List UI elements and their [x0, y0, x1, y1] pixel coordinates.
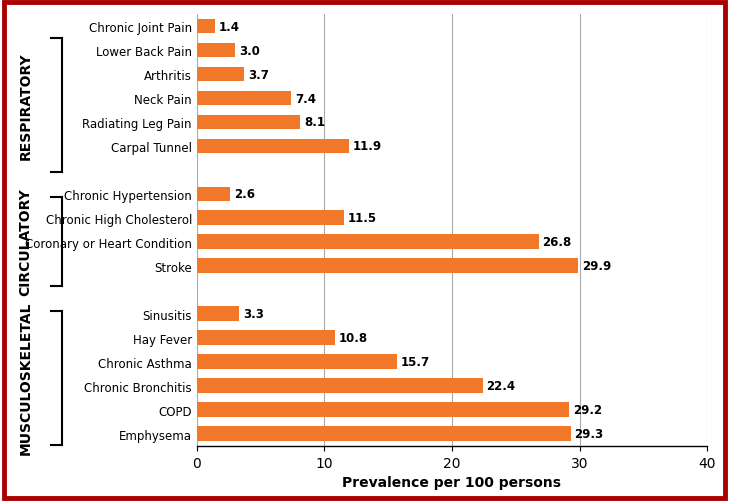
- Text: CIRCULATORY: CIRCULATORY: [18, 188, 33, 296]
- Bar: [197, 307, 239, 322]
- Bar: [197, 211, 343, 226]
- Text: MUSCULOSKELETAL: MUSCULOSKELETAL: [18, 301, 33, 454]
- Text: 15.7: 15.7: [401, 356, 430, 369]
- Bar: [197, 355, 397, 370]
- Text: 11.5: 11.5: [348, 212, 376, 225]
- Text: 3.3: 3.3: [243, 308, 264, 321]
- Text: 8.1: 8.1: [304, 116, 325, 129]
- Bar: [197, 139, 348, 154]
- Bar: [197, 403, 569, 417]
- Text: 22.4: 22.4: [486, 380, 515, 393]
- Text: 29.3: 29.3: [574, 427, 604, 440]
- Text: 11.9: 11.9: [352, 140, 381, 153]
- Bar: [197, 259, 578, 274]
- Bar: [197, 44, 235, 58]
- Bar: [197, 68, 244, 82]
- Text: RESPIRATORY: RESPIRATORY: [18, 52, 33, 159]
- X-axis label: Prevalence per 100 persons: Prevalence per 100 persons: [343, 475, 561, 489]
- Text: 26.8: 26.8: [542, 236, 572, 249]
- Bar: [197, 91, 291, 106]
- Text: 10.8: 10.8: [338, 332, 367, 345]
- Text: 2.6: 2.6: [234, 188, 255, 201]
- Bar: [197, 426, 571, 441]
- Text: 7.4: 7.4: [295, 92, 316, 105]
- Text: 3.0: 3.0: [239, 45, 260, 58]
- Text: 3.7: 3.7: [248, 68, 269, 81]
- Text: 1.4: 1.4: [219, 21, 240, 34]
- Bar: [197, 379, 483, 393]
- Bar: [197, 187, 230, 202]
- Bar: [197, 331, 335, 346]
- Bar: [197, 20, 214, 35]
- Text: 29.2: 29.2: [573, 403, 602, 416]
- Bar: [197, 235, 539, 250]
- Text: 29.9: 29.9: [582, 260, 612, 273]
- Bar: [197, 115, 300, 130]
